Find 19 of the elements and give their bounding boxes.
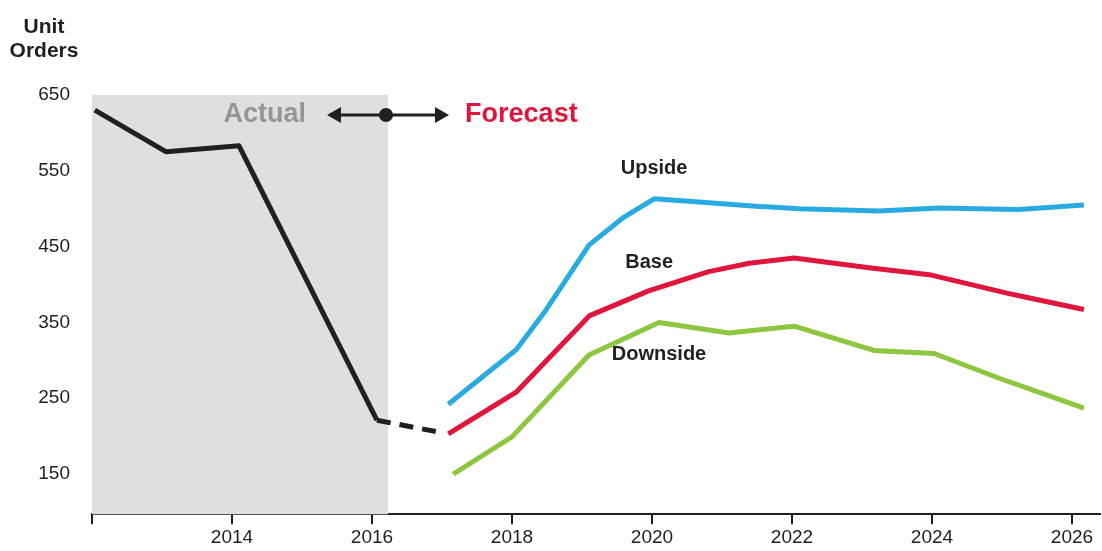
x-tick-label: 2018 — [490, 525, 534, 547]
x-tick-label: 2024 — [910, 525, 954, 547]
band-label: Actual — [223, 98, 307, 129]
x-tick-label: 2016 — [350, 525, 394, 547]
y-tick-label: 450 — [38, 234, 70, 256]
series-label: Upside — [620, 156, 688, 179]
y-tick-label: 350 — [38, 310, 70, 332]
x-tick-label: 2022 — [770, 525, 814, 547]
x-tick-label: 2020 — [630, 525, 674, 547]
y-tick-label: 150 — [38, 462, 70, 484]
x-tick-label: 2014 — [210, 525, 254, 547]
y-tick-label: 250 — [38, 386, 70, 408]
x-tick-label: 2026 — [1050, 525, 1094, 547]
annotation: Forecast — [465, 98, 578, 129]
y-tick-label: 550 — [38, 159, 70, 181]
series-label: Downside — [611, 341, 707, 364]
series-label: Base — [625, 250, 674, 273]
y-tick-label: 650 — [38, 83, 70, 105]
y-axis-title: Unit Orders — [8, 14, 80, 62]
